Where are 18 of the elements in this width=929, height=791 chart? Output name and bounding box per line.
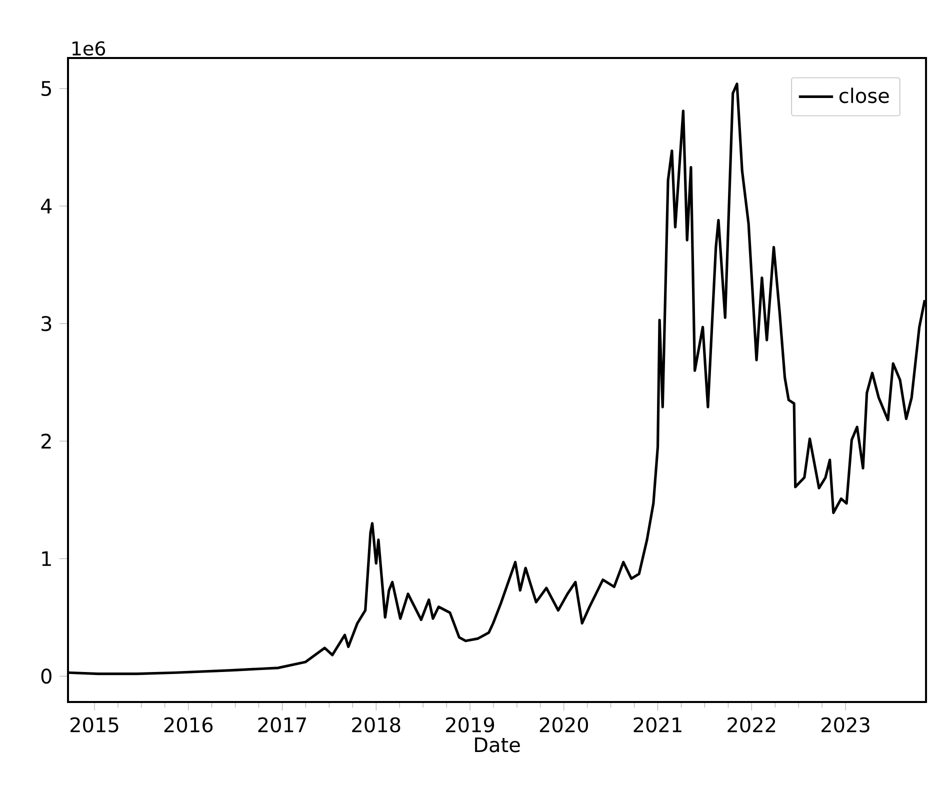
y-tick-label: 4 xyxy=(40,198,52,214)
x-tick-label: 2015 xyxy=(70,717,118,732)
x-tick-label: 2021 xyxy=(634,717,682,732)
x-tick-label: 2019 xyxy=(446,717,494,732)
text: 1e6 xyxy=(72,41,106,56)
legend-label: close xyxy=(839,88,889,104)
x-tick-label: 2017 xyxy=(258,717,306,732)
x-tick-label: 2020 xyxy=(540,717,588,732)
x-tick-label: 2022 xyxy=(728,717,776,732)
y-tick-label: 5 xyxy=(42,81,51,96)
y-tick-label: 0 xyxy=(41,668,52,684)
x-tick-label: 2018 xyxy=(352,717,400,732)
x-tick-label: 2023 xyxy=(822,717,870,732)
y-tick-label: 2 xyxy=(41,434,51,449)
x-axis-title: Date xyxy=(475,737,520,752)
y-tick-label: 1 xyxy=(42,551,51,566)
y-tick-label: 3 xyxy=(42,316,52,332)
x-tick-label: 2016 xyxy=(164,717,213,732)
